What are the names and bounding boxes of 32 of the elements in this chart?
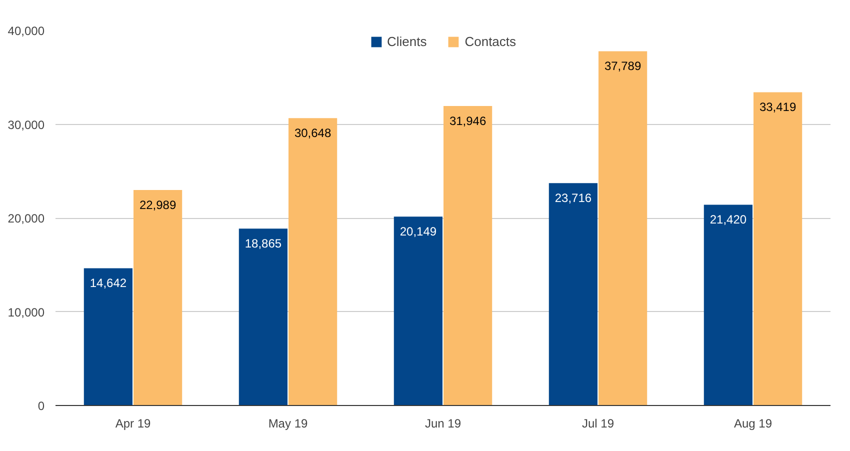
x-tick-label: Jul 19 [582, 416, 614, 430]
legend-label: Clients [386, 34, 427, 49]
data-label: 33,419 [759, 100, 796, 114]
bar [238, 228, 288, 406]
bar [704, 204, 753, 406]
data-label: 18,865 [244, 236, 282, 251]
data-label: 22,989 [139, 198, 176, 212]
data-label: 23,716 [554, 191, 592, 206]
bar [394, 216, 443, 406]
y-tick-label: 20,000 [8, 212, 45, 226]
bar [443, 106, 492, 406]
x-tick-label: Aug 19 [734, 416, 772, 430]
bar [133, 190, 182, 406]
x-tick-label: Apr 19 [115, 416, 152, 430]
data-label: 14,642 [90, 276, 127, 290]
bar [84, 268, 133, 406]
y-tick-label: 40,000 [8, 24, 45, 38]
y-tick-label: 10,000 [8, 305, 45, 320]
bar [753, 92, 802, 406]
bar [598, 51, 648, 406]
data-label: 20,149 [400, 224, 437, 239]
y-tick-label: 30,000 [8, 118, 45, 132]
data-label: 37,789 [604, 59, 642, 74]
x-tick-label: May 19 [268, 416, 308, 430]
data-label: 30,648 [294, 126, 332, 140]
legend-label: Contacts [464, 34, 516, 49]
bar [288, 118, 338, 406]
y-tick-label: 0 [38, 399, 45, 413]
data-label: 21,420 [710, 212, 747, 227]
bar [548, 183, 598, 406]
x-tick-label: Jun 19 [424, 416, 462, 430]
data-label: 31,946 [449, 114, 486, 128]
